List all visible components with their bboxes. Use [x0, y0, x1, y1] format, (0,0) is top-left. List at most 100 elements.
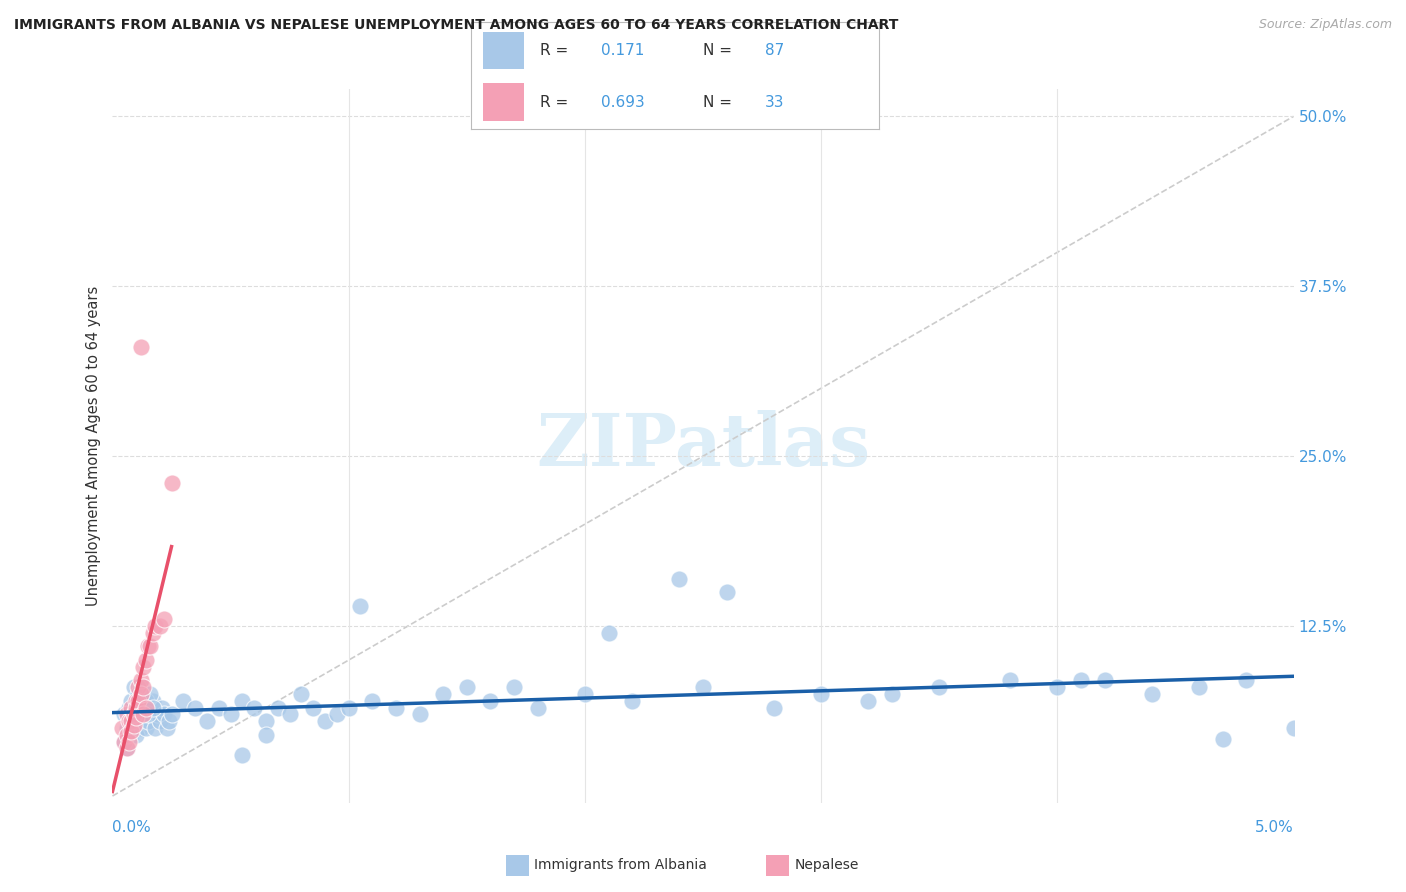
- Point: [208, 700, 231, 714]
- Point: [160, 707, 183, 722]
- Point: [120, 700, 142, 714]
- Text: 0.693: 0.693: [602, 95, 645, 110]
- Point: [456, 680, 478, 694]
- Point: [120, 694, 142, 708]
- Point: [127, 714, 149, 729]
- Point: [928, 680, 950, 694]
- Point: [432, 687, 454, 701]
- Point: [1282, 721, 1305, 735]
- Point: [132, 707, 155, 722]
- Point: [998, 673, 1021, 688]
- Point: [112, 707, 135, 722]
- Point: [127, 687, 149, 701]
- Point: [132, 707, 155, 722]
- Point: [195, 714, 218, 729]
- Text: R =: R =: [540, 95, 574, 110]
- Point: [621, 694, 644, 708]
- Point: [692, 680, 714, 694]
- Point: [129, 687, 152, 701]
- Point: [135, 714, 157, 729]
- Point: [150, 700, 173, 714]
- Point: [118, 734, 141, 748]
- Point: [135, 694, 157, 708]
- Point: [120, 714, 142, 729]
- Text: N =: N =: [703, 43, 737, 58]
- Bar: [484, 83, 524, 120]
- Point: [135, 721, 157, 735]
- Point: [139, 640, 162, 654]
- Point: [122, 718, 145, 732]
- Point: [139, 707, 162, 722]
- Point: [142, 700, 165, 714]
- Point: [1070, 673, 1092, 688]
- Point: [574, 687, 596, 701]
- Point: [122, 707, 145, 722]
- Point: [132, 687, 155, 701]
- Text: 87: 87: [765, 43, 783, 58]
- Point: [125, 700, 148, 714]
- Point: [125, 694, 148, 708]
- Point: [129, 680, 152, 694]
- Point: [129, 700, 152, 714]
- Point: [115, 741, 138, 756]
- Point: [153, 612, 176, 626]
- Point: [118, 728, 141, 742]
- Point: [156, 721, 179, 735]
- Text: 0.171: 0.171: [602, 43, 645, 58]
- Point: [129, 721, 152, 735]
- Point: [503, 680, 526, 694]
- Point: [111, 721, 134, 735]
- Point: [385, 700, 408, 714]
- Point: [115, 741, 138, 756]
- Point: [254, 728, 277, 742]
- Point: [127, 680, 149, 694]
- Point: [1234, 673, 1257, 688]
- Y-axis label: Unemployment Among Ages 60 to 64 years: Unemployment Among Ages 60 to 64 years: [86, 285, 101, 607]
- Point: [314, 714, 336, 729]
- Point: [136, 640, 159, 654]
- Point: [136, 714, 159, 729]
- Point: [1212, 731, 1234, 746]
- Point: [132, 700, 155, 714]
- Point: [122, 680, 145, 694]
- Point: [136, 707, 159, 722]
- Point: [118, 700, 141, 714]
- Point: [762, 700, 785, 714]
- Point: [125, 728, 148, 742]
- Point: [149, 619, 172, 633]
- Point: [132, 680, 155, 694]
- Text: IMMIGRANTS FROM ALBANIA VS NEPALESE UNEMPLOYMENT AMONG AGES 60 TO 64 YEARS CORRE: IMMIGRANTS FROM ALBANIA VS NEPALESE UNEM…: [14, 18, 898, 32]
- Point: [231, 694, 253, 708]
- Point: [143, 619, 166, 633]
- Point: [858, 694, 880, 708]
- Text: Immigrants from Albania: Immigrants from Albania: [534, 858, 707, 872]
- Point: [184, 700, 207, 714]
- Point: [172, 694, 194, 708]
- Point: [146, 707, 169, 722]
- Point: [1094, 673, 1116, 688]
- Point: [143, 721, 166, 735]
- Point: [112, 734, 135, 748]
- Point: [349, 599, 371, 613]
- Point: [139, 687, 162, 701]
- Point: [526, 700, 548, 714]
- Point: [135, 653, 157, 667]
- Text: 5.0%: 5.0%: [1254, 821, 1294, 836]
- Point: [267, 700, 290, 714]
- Point: [408, 707, 430, 722]
- Point: [1188, 680, 1211, 694]
- Point: [127, 694, 149, 708]
- Point: [135, 700, 157, 714]
- Point: [122, 714, 145, 729]
- Text: N =: N =: [703, 95, 737, 110]
- Point: [337, 700, 360, 714]
- Text: 0.0%: 0.0%: [112, 821, 152, 836]
- Point: [716, 585, 738, 599]
- Point: [598, 626, 620, 640]
- Point: [219, 707, 242, 722]
- Point: [115, 721, 138, 735]
- Point: [149, 714, 172, 729]
- Point: [120, 728, 142, 742]
- Point: [125, 694, 148, 708]
- Point: [302, 700, 325, 714]
